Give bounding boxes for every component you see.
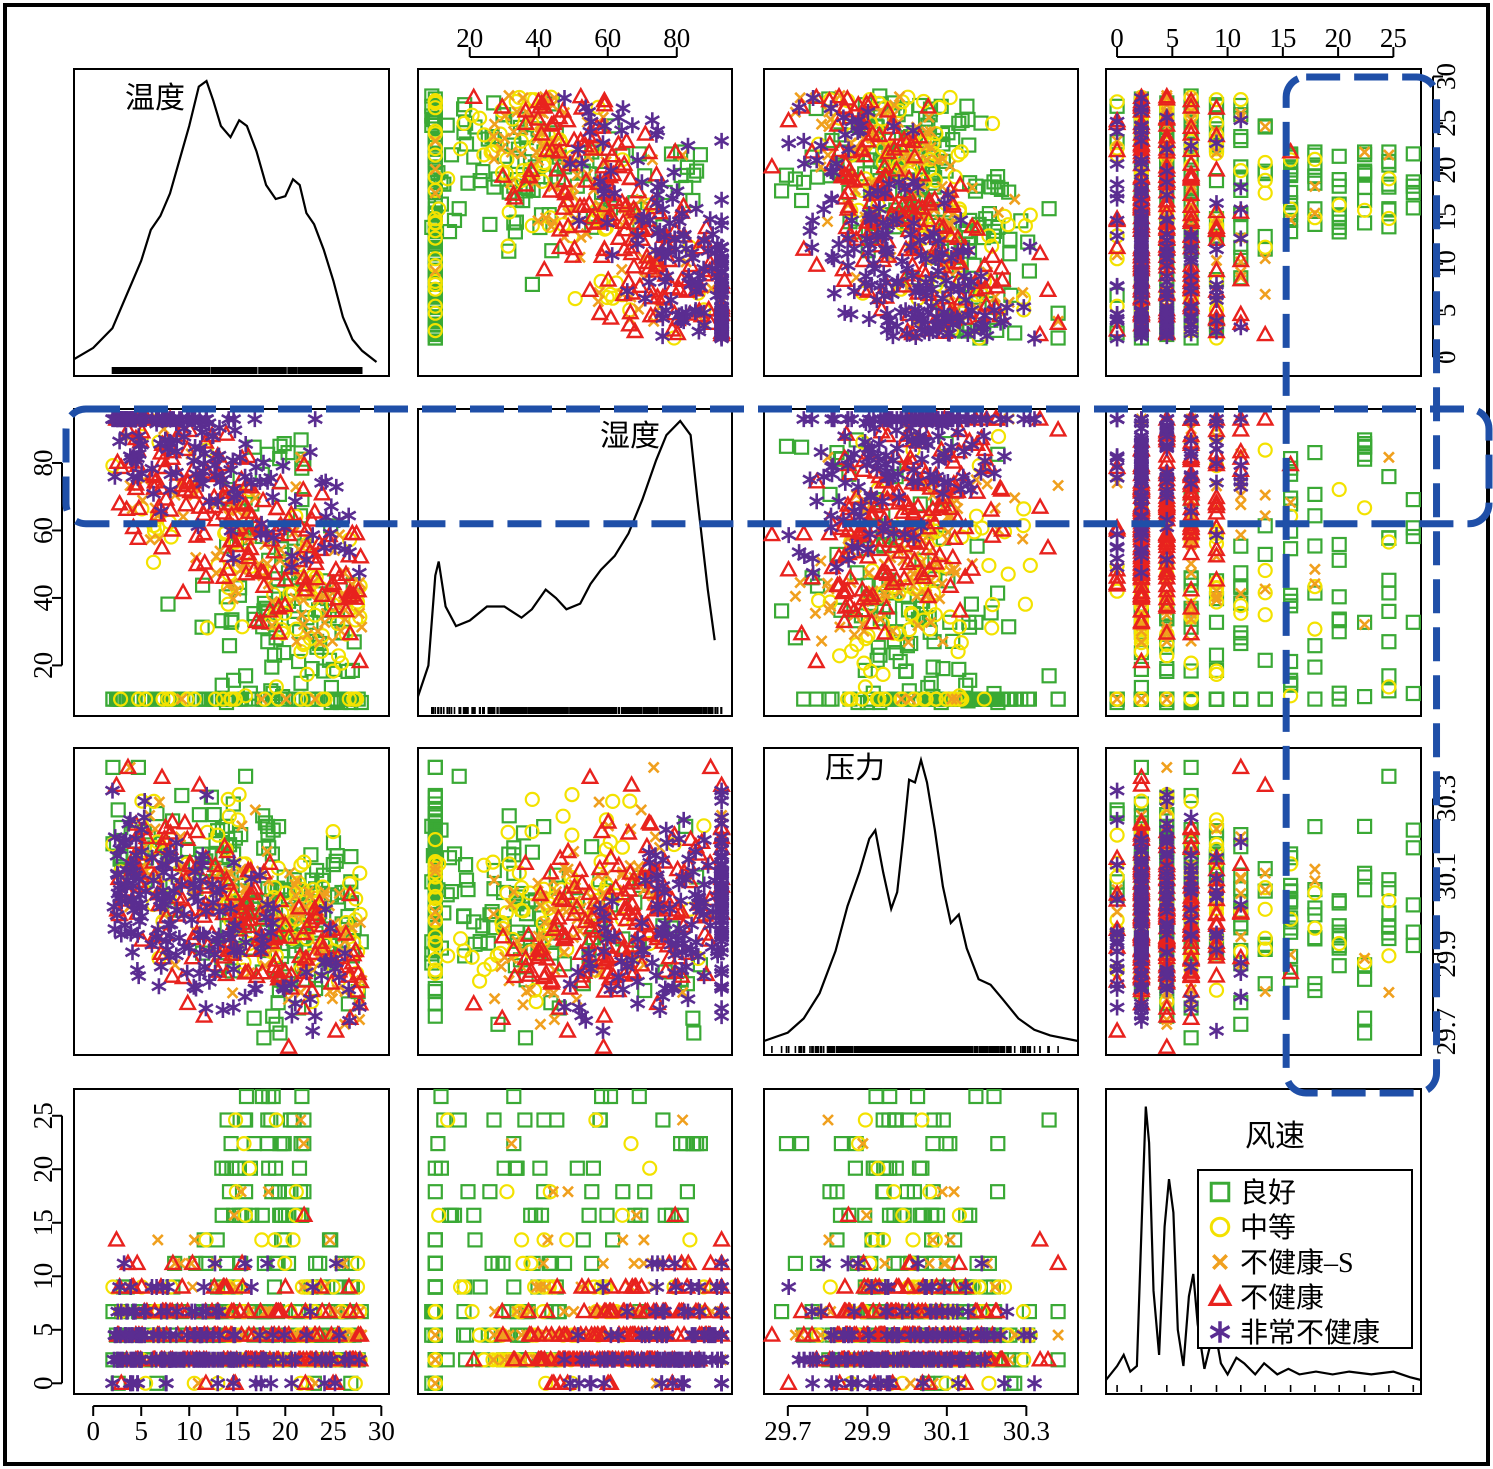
panel-frame bbox=[1106, 409, 1421, 716]
panel-humidity-vs-humidity: 湿度 bbox=[418, 409, 732, 716]
panel-humidity-vs-pressure bbox=[764, 409, 1078, 716]
rug-ticks bbox=[432, 707, 722, 714]
panel-humidity-vs-temp bbox=[74, 409, 389, 716]
panel-temp-vs-humidity bbox=[418, 69, 732, 376]
panel-temp-vs-pressure bbox=[764, 69, 1078, 376]
panel-temp-vs-wind bbox=[1106, 69, 1421, 376]
panel-humidity-vs-wind bbox=[1106, 409, 1421, 716]
panel-temp-vs-temp: 温度 bbox=[74, 69, 389, 376]
variable-label-humidity: 湿度 bbox=[600, 420, 660, 453]
panel-frame bbox=[418, 409, 732, 716]
rug-ticks bbox=[113, 367, 362, 374]
panel-frame bbox=[74, 69, 389, 376]
panel-pressure-vs-temp bbox=[74, 748, 389, 1055]
variable-label-temp: 温度 bbox=[125, 82, 185, 115]
